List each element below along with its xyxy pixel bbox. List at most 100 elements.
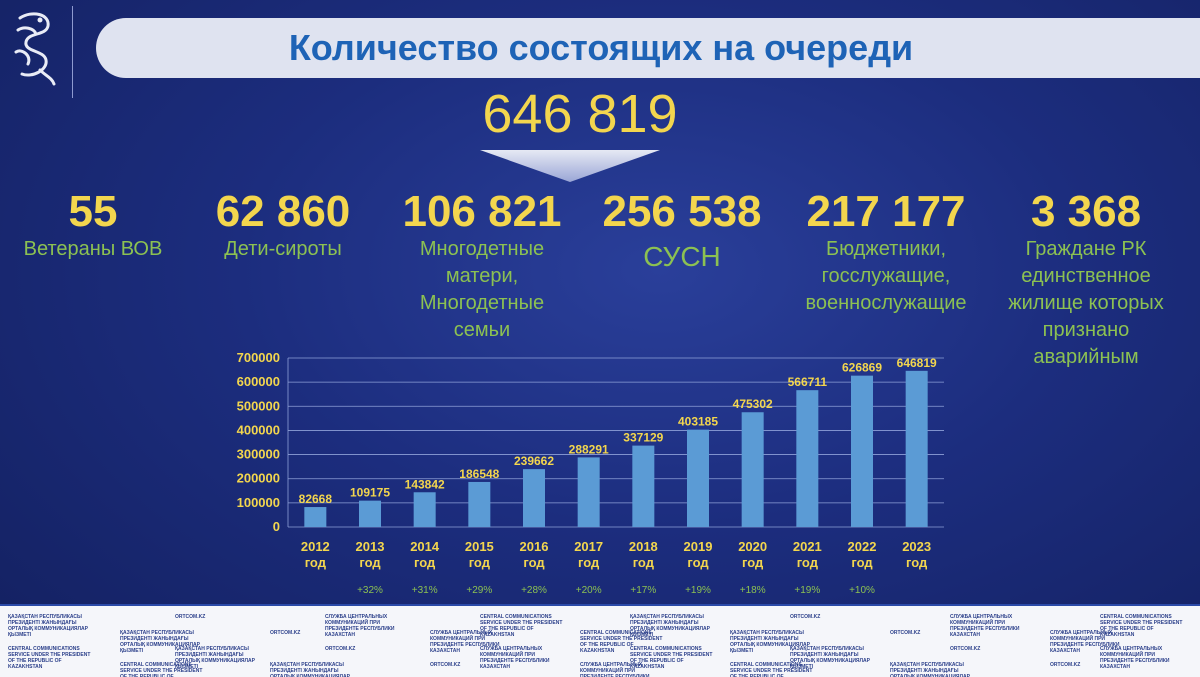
x-tick-label: 2015 xyxy=(465,539,494,554)
x-tick-label-unit: год xyxy=(851,555,873,570)
bar-data-label: 186548 xyxy=(459,467,499,481)
footer-watermark-item: ORTCOM.KZ xyxy=(325,646,356,652)
category-label: Граждане РК единственное жилище которых … xyxy=(1008,238,1164,368)
footer-watermark-item: ҚАЗАҚСТАН РЕСПУБЛИКАСЫ ПРЕЗИДЕНТІ ЖАНЫНД… xyxy=(730,630,810,654)
footer-watermark-item: CENTRAL COMMUNICATIONS SERVICE UNDER THE… xyxy=(580,630,663,654)
total-queue-count: 646 819 xyxy=(482,84,678,144)
growth-label: +32% xyxy=(357,585,383,596)
footer-watermark-item: СЛУЖБА ЦЕНТРАЛЬНЫХ КОММУНИКАЦИЙ ПРИ ПРЕЗ… xyxy=(1050,630,1120,654)
bar-data-label: 143842 xyxy=(405,477,445,491)
x-tick-label-unit: год xyxy=(797,555,819,570)
footer-watermark-item: CENTRAL COMMUNICATIONS SERVICE UNDER THE… xyxy=(8,646,91,670)
x-tick-label-unit: год xyxy=(578,555,600,570)
x-tick-label-unit: год xyxy=(305,555,327,570)
x-tick-label-unit: год xyxy=(359,555,381,570)
bar xyxy=(741,412,764,527)
x-tick-label: 2016 xyxy=(520,539,549,554)
bar-data-label: 82668 xyxy=(299,492,333,506)
x-tick-label-unit: год xyxy=(414,555,436,570)
bar xyxy=(851,375,873,527)
bar xyxy=(632,445,655,527)
title-bar xyxy=(96,18,1200,78)
category-susn: 256 538 СУСН xyxy=(584,188,780,274)
footer-watermark-item: ҚАЗАҚСТАН РЕСПУБЛИКАСЫ ПРЕЗИДЕНТІ ЖАНЫНД… xyxy=(790,646,870,670)
x-tick-label: 2014 xyxy=(410,539,440,554)
footer-watermark-item: CENTRAL COMMUNICATIONS SERVICE UNDER THE… xyxy=(1100,614,1183,638)
footer-watermark-item: ORTCOM.KZ xyxy=(430,662,461,668)
footer-watermark-item: ORTCOM.KZ xyxy=(1050,662,1081,668)
growth-label: +19% xyxy=(685,585,711,596)
x-tick-label: 2021 xyxy=(793,539,822,554)
footer-watermark-item: ORTCOM.KZ xyxy=(950,646,981,652)
bar xyxy=(304,507,327,527)
y-tick-label: 700000 xyxy=(237,350,280,365)
category-label: Многодетные матери, Многодетные семьи xyxy=(419,238,545,341)
growth-label: +19% xyxy=(794,585,820,596)
footer-watermark-item: ҚАЗАҚСТАН РЕСПУБЛИКАСЫ ПРЕЗИДЕНТІ ЖАНЫНД… xyxy=(8,614,88,638)
footer-watermark-item: ҚАЗАҚСТАН РЕСПУБЛИКАСЫ ПРЕЗИДЕНТІ ЖАНЫНД… xyxy=(175,646,255,670)
y-tick-label: 200000 xyxy=(237,471,280,486)
category-value: 55 xyxy=(68,187,118,236)
category-value: 106 821 xyxy=(402,187,562,236)
footer-watermark-item: СЛУЖБА ЦЕНТРАЛЬНЫХ КОММУНИКАЦИЙ ПРИ ПРЕЗ… xyxy=(480,646,550,670)
footer-watermark-item: СЛУЖБА ЦЕНТРАЛЬНЫХ КОММУНИКАЦИЙ ПРИ ПРЕЗ… xyxy=(1100,646,1170,670)
footer-watermark-item: СЛУЖБА ЦЕНТРАЛЬНЫХ КОММУНИКАЦИЙ ПРИ ПРЕЗ… xyxy=(430,630,500,654)
x-tick-label-unit: год xyxy=(633,555,655,570)
growth-label: +29% xyxy=(466,585,492,596)
bar-data-label: 109175 xyxy=(350,486,390,500)
x-tick-label: 2017 xyxy=(574,539,603,554)
queue-bar-chart: 0 100000 200000 300000 400000 500000 600000 700… xyxy=(237,350,944,596)
x-tick-label: 2020 xyxy=(738,539,767,554)
bar-data-label: 288291 xyxy=(569,442,609,456)
bar xyxy=(687,429,709,527)
category-veterans: 55 Ветераны ВОВ xyxy=(8,188,178,263)
footer-watermark-item: ORTCOM.KZ xyxy=(270,630,301,636)
category-value: 256 538 xyxy=(602,187,762,236)
footer-watermark-item: ҚАЗАҚСТАН РЕСПУБЛИКАСЫ ПРЕЗИДЕНТІ ЖАНЫНД… xyxy=(120,630,200,654)
category-emergency-housing: 3 368 Граждане РК единственное жилище ко… xyxy=(986,188,1186,371)
growth-label: +20% xyxy=(576,585,602,596)
y-tick-label: 500000 xyxy=(237,398,280,413)
x-tick-label: 2013 xyxy=(356,539,385,554)
x-tick-label-unit: год xyxy=(523,555,545,570)
growth-label: +31% xyxy=(412,585,438,596)
footer-watermark-item: СЛУЖБА ЦЕНТРАЛЬНЫХ КОММУНИКАЦИЙ ПРИ ПРЕЗ… xyxy=(950,614,1020,638)
down-arrow-icon xyxy=(480,150,660,182)
bar-data-label: 646819 xyxy=(897,356,937,370)
y-tick-label: 300000 xyxy=(237,447,280,462)
footer-watermark-item: CENTRAL COMMUNICATIONS SERVICE UNDER THE… xyxy=(630,646,713,670)
bar-data-label: 337129 xyxy=(623,431,663,445)
footer-watermark-item: ORTCOM.KZ xyxy=(175,614,206,620)
footer-watermark-item: CENTRAL COMMUNICATIONS SERVICE UNDER THE… xyxy=(480,614,563,638)
category-orphans: 62 860 Дети-сироты xyxy=(188,188,378,263)
bar xyxy=(359,500,381,527)
y-tick-label: 0 xyxy=(273,519,280,534)
x-tick-label: 2019 xyxy=(684,539,713,554)
category-value: 217 177 xyxy=(806,187,966,236)
footer-watermark-item: ORTCOM.KZ xyxy=(890,630,921,636)
x-tick-label: 2018 xyxy=(629,539,658,554)
footer-watermark-item: ORTCOM.KZ xyxy=(790,614,821,620)
bar xyxy=(468,481,491,527)
bar xyxy=(577,457,600,527)
category-value: 62 860 xyxy=(215,187,351,236)
bar-data-label: 475302 xyxy=(733,397,773,411)
x-tick-label-unit: год xyxy=(469,555,491,570)
x-tick-label-unit: год xyxy=(687,555,709,570)
y-tick-label: 400000 xyxy=(237,422,280,437)
page-title: Количество состоящих на очереди xyxy=(288,27,914,68)
x-tick-label: 2012 xyxy=(301,539,330,554)
bar xyxy=(905,370,928,527)
y-tick-label: 600000 xyxy=(237,374,280,389)
footer-watermark-item: СЛУЖБА ЦЕНТРАЛЬНЫХ КОММУНИКАЦИЙ ПРИ ПРЕЗ… xyxy=(325,614,395,638)
category-label: Бюджетники, госслужащие, военнослужащие xyxy=(805,238,967,314)
category-label: Дети-сироты xyxy=(224,238,342,260)
bar-data-label: 626869 xyxy=(842,361,882,375)
x-tick-label: 2023 xyxy=(902,539,931,554)
bar xyxy=(523,469,545,527)
category-large-families: 106 821 Многодетные матери, Многодетные … xyxy=(386,188,578,344)
header-divider xyxy=(72,6,73,98)
growth-label: +28% xyxy=(521,585,547,596)
category-value: 3 368 xyxy=(1030,187,1142,236)
bar xyxy=(413,492,436,527)
